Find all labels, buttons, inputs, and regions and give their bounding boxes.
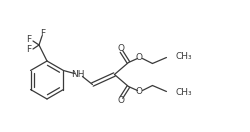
Text: NH: NH (71, 70, 84, 79)
Text: F: F (40, 29, 46, 37)
Text: CH₃: CH₃ (176, 88, 192, 97)
Text: CH₃: CH₃ (176, 52, 192, 61)
Text: O: O (136, 53, 143, 62)
Text: F: F (26, 34, 32, 44)
Text: O: O (136, 87, 143, 96)
Text: O: O (118, 96, 125, 105)
Text: O: O (118, 44, 125, 53)
Text: F: F (26, 46, 32, 55)
